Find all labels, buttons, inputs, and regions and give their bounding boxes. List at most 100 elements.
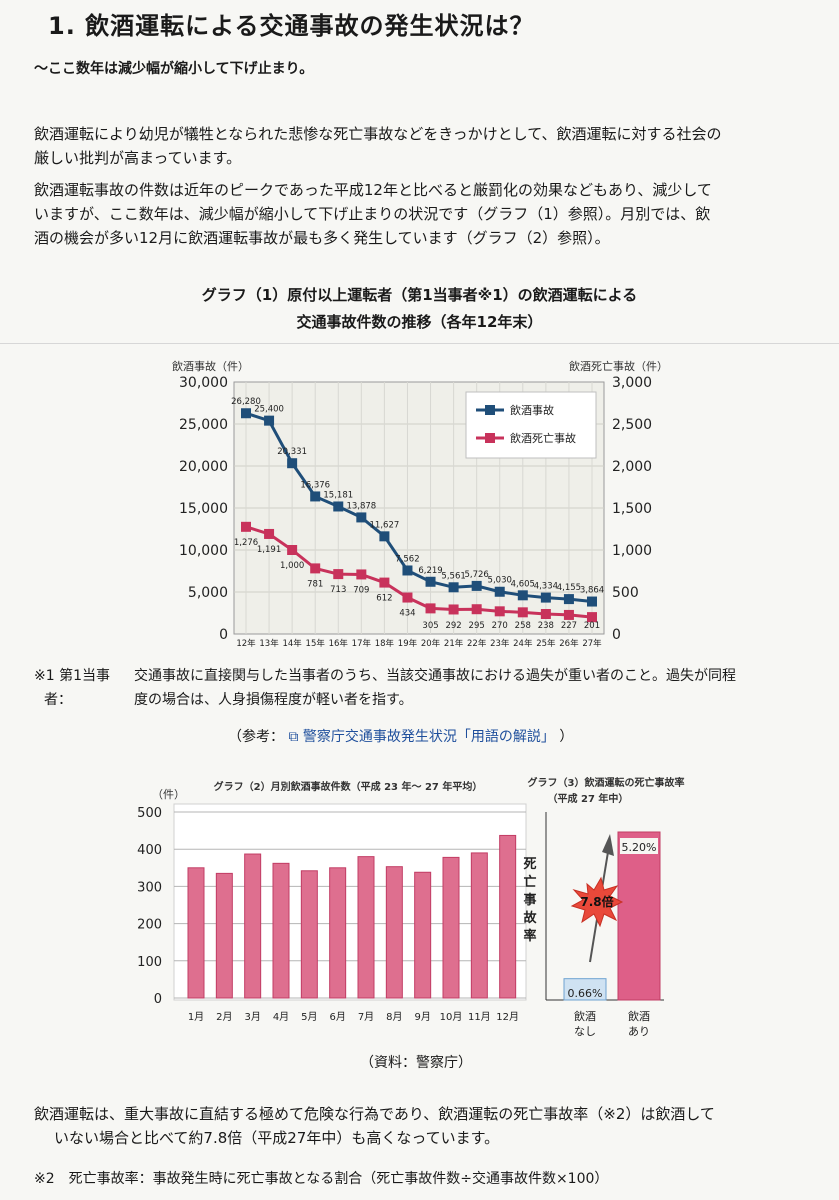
- graph1-data-point: [517, 590, 528, 601]
- graph1-data-label: 238: [538, 621, 554, 631]
- paragraph-line: 飲酒運転事故の件数は近年のピークであった平成12年と比べると厳罰化の効果などもあ…: [34, 181, 712, 199]
- graph3-y-label-char: 故: [523, 910, 537, 926]
- graph1-data-point: [563, 609, 574, 620]
- graph1-data-label: 16,376: [300, 480, 330, 490]
- graph2-x-tick-label: 3月: [244, 1011, 260, 1023]
- graph2-y-tick-label: 100: [137, 955, 162, 970]
- graph1-data-point: [310, 491, 321, 502]
- graph1-x-tick-label: 17年: [352, 638, 372, 649]
- graph1-data-point: [264, 415, 275, 426]
- graph1-left-tick-label: 20,000: [179, 459, 228, 475]
- graph3-x-label-line2: あり: [628, 1025, 650, 1038]
- graph3-value-label: 5.20%: [622, 841, 657, 854]
- graph1-left-axis-label: 飲酒事故（件）: [172, 359, 249, 373]
- graph2-x-tick-label: 8月: [386, 1011, 402, 1023]
- graph1-x-tick-label: 27年: [582, 638, 602, 649]
- graph1-x-tick-label: 25年: [536, 638, 556, 649]
- graph2-x-tick-label: 6月: [329, 1011, 345, 1023]
- graph2-x-tick-label: 9月: [414, 1011, 430, 1023]
- graph2-bar: [215, 872, 233, 999]
- note1-label-line: ※1 第1当事: [34, 668, 110, 684]
- graph2-x-tick-label: 1月: [188, 1011, 204, 1023]
- graph1-data-point: [494, 606, 505, 617]
- graph1-data-label: 20,331: [277, 447, 307, 457]
- legend-marker-accidents: [485, 405, 495, 415]
- legend-marker-fatal: [485, 433, 495, 443]
- graph1-data-point: [356, 569, 367, 580]
- graph1-title-line1: グラフ（1）原付以上運転者（第1当事者※1）の飲酒運転による: [201, 286, 638, 304]
- graph2-y-tick-label: 500: [137, 806, 162, 821]
- graph3-y-label-char: 死: [523, 857, 536, 872]
- graph1-data-point: [402, 565, 413, 576]
- graph1-series-line: [245, 411, 593, 604]
- graph3-value-label: 0.66%: [568, 987, 603, 1000]
- graph1-right-tick-label: 0: [612, 627, 621, 643]
- graph1-x-tick-label: 12年: [236, 638, 256, 649]
- graph2-bar: [300, 870, 318, 999]
- graph1-data-point: [587, 596, 597, 607]
- graph3-bar: [563, 978, 607, 1001]
- graph3-arrow-head: [602, 834, 614, 856]
- paragraph-line: 飲酒運転により幼児が犠牲となられた悲惨な死亡事故などをきっかけとして、飲酒運転に…: [34, 125, 722, 143]
- graph1-left-tick-label: 25,000: [179, 417, 228, 433]
- graph1-data-point: [264, 528, 275, 539]
- graph1-data-point: [471, 604, 482, 615]
- graph2-bars: 1月 2月 3月 4月 5月 6月 7月 8月 9月 10月 11月 12月: [187, 834, 519, 1023]
- graph1-data-label: 709: [353, 585, 369, 595]
- graph1-data-label: 1,191: [257, 545, 281, 555]
- graph1-data-point: [425, 576, 436, 587]
- graph1-data-label: 13,878: [346, 501, 376, 511]
- graph1-x-tick-label: 21年: [444, 638, 464, 649]
- graph3-y-label: 死亡事故率: [523, 857, 537, 944]
- graph1-data-label: 26,280: [231, 397, 261, 407]
- graph1-series-line: [245, 525, 593, 619]
- graph1-right-tick-label: 2,500: [612, 417, 652, 433]
- graph1-left-ticks: 30,000 25,000 20,000 15,000 10,000 5,000 0: [179, 375, 228, 643]
- graph2-bar: [385, 866, 403, 999]
- graph2-title: グラフ（2）月別飲酒事故件数（平成 23 年～ 27 年平均）: [214, 780, 483, 793]
- graph1-data-label: 612: [376, 594, 392, 604]
- graph2-bar: [272, 862, 290, 999]
- note1-text: 交通事故に直接関与した当事者のうち、当該交通事故における過失が重い者のこと。過失…: [134, 664, 814, 712]
- graph3-burst-shape: [570, 876, 624, 928]
- graph2-bar: [414, 871, 432, 999]
- graph1-title-line2: 交通事故件数の推移（各年12年末）: [296, 313, 543, 331]
- graph1-data-label: 3,864: [580, 586, 604, 596]
- graph2-bar-chart: グラフ（2）月別飲酒事故件数（平成 23 年～ 27 年平均） （件） 500 4…: [137, 780, 527, 1023]
- note1-text-line: 度の場合は、人身損傷程度が軽い者を指す。: [134, 692, 413, 708]
- graph3-title: グラフ（3）飲酒運転の死亡事故率: [528, 776, 685, 789]
- graph2-x-tick-label: 7月: [358, 1011, 374, 1023]
- graph1-line-chart: 飲酒事故（件） 飲酒死亡事故（件） 30,000 25,000 20,000 15,0…: [172, 359, 668, 649]
- graph1-data-label: 713: [330, 585, 346, 595]
- trend-paragraph: 飲酒運転事故の件数は近年のピークであった平成12年と比べると厳罰化の効果などもあ…: [34, 178, 824, 250]
- graph1-x-tick-label: 20年: [421, 638, 441, 649]
- graph3-y-label-char: 事: [523, 892, 536, 908]
- reference-link[interactable]: 警察庁交通事故発生状況「用語の解説」: [302, 729, 555, 745]
- graph1-x-tick-label: 15年: [306, 638, 326, 649]
- graph1-right-tick-label: 3,000: [612, 375, 652, 391]
- graph1-x-tick-label: 18年: [375, 638, 395, 649]
- note1-label-line: 者：: [44, 692, 72, 708]
- graph2-x-tick-label: 10月: [440, 1011, 463, 1023]
- graph1-right-ticks: 3,000 2,500 2,000 1,500 1,000 500 0: [612, 375, 652, 643]
- graph1-data-point: [287, 545, 298, 555]
- paragraph-line: いますが、ここ数年は、減少幅が縮小して下げ止まりの状況です（グラフ（1）参照）。…: [34, 205, 711, 223]
- graph1-data-label: 11,627: [370, 520, 400, 530]
- graph2-bar: [244, 853, 262, 999]
- page-subtitle: ～ここ数年は減少幅が縮小して下げ止まり。: [34, 61, 314, 77]
- graph1-data-label: 25,400: [254, 405, 284, 415]
- footnote-2: ※2 死亡事故率：事故発生時に死亡事故となる割合（死亡事故件数÷交通事故件数×1…: [34, 1171, 609, 1187]
- graph1-data-label: 5,726: [464, 570, 488, 580]
- graph1-data-point: [448, 604, 459, 615]
- graph3-y-label-char: 率: [523, 928, 536, 944]
- graph1-data-label: 7,562: [395, 554, 419, 564]
- graph1-data-label: 227: [561, 621, 577, 631]
- graph1-x-tick-label: 23年: [490, 638, 510, 649]
- graph1-right-axis-label: 飲酒死亡事故（件）: [569, 359, 668, 373]
- graph2-bar: [470, 852, 488, 999]
- graph1-data-point: [241, 408, 251, 419]
- graph2-y-tick-label: 300: [137, 880, 162, 895]
- graph1-data-label: 292: [445, 621, 461, 631]
